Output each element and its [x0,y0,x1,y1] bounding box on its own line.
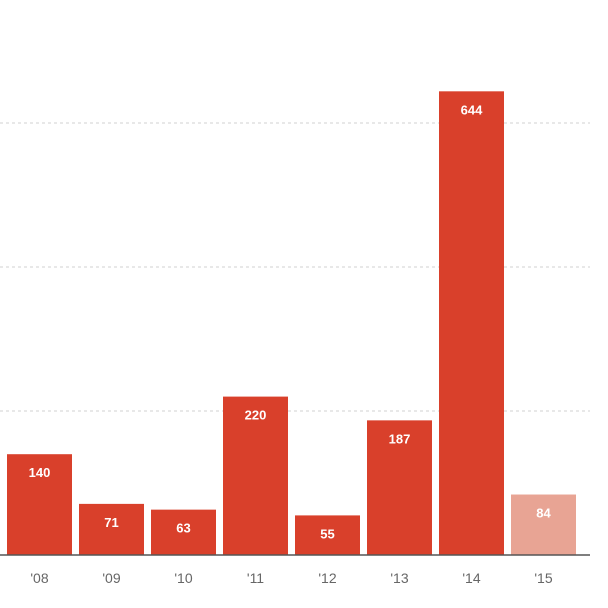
bar-0 [7,454,72,555]
bar-6 [439,91,504,555]
value-label-3: 220 [245,408,267,423]
value-label-7: 84 [536,506,551,521]
value-label-4: 55 [320,526,334,541]
x-tick-label-1: '09 [102,570,120,586]
x-tick-label-0: '08 [30,570,48,586]
bar-2 [151,509,216,555]
bar-4 [295,515,360,555]
x-tick-label-4: '12 [318,570,336,586]
value-label-2: 63 [176,521,190,536]
x-tick-label-3: '11 [247,570,264,586]
x-tick-label-5: '13 [390,570,408,586]
bar-7 [511,494,576,555]
value-label-5: 187 [389,431,411,446]
value-label-1: 71 [104,515,118,530]
value-label-6: 644 [461,102,483,117]
x-tick-label-2: '10 [174,570,192,586]
x-tick-label-6: '14 [462,570,480,586]
bar-5 [367,420,432,555]
bar-1 [79,503,144,555]
bar-3 [223,396,288,555]
value-label-0: 140 [29,465,51,480]
x-tick-label-7: '15 [534,570,552,586]
